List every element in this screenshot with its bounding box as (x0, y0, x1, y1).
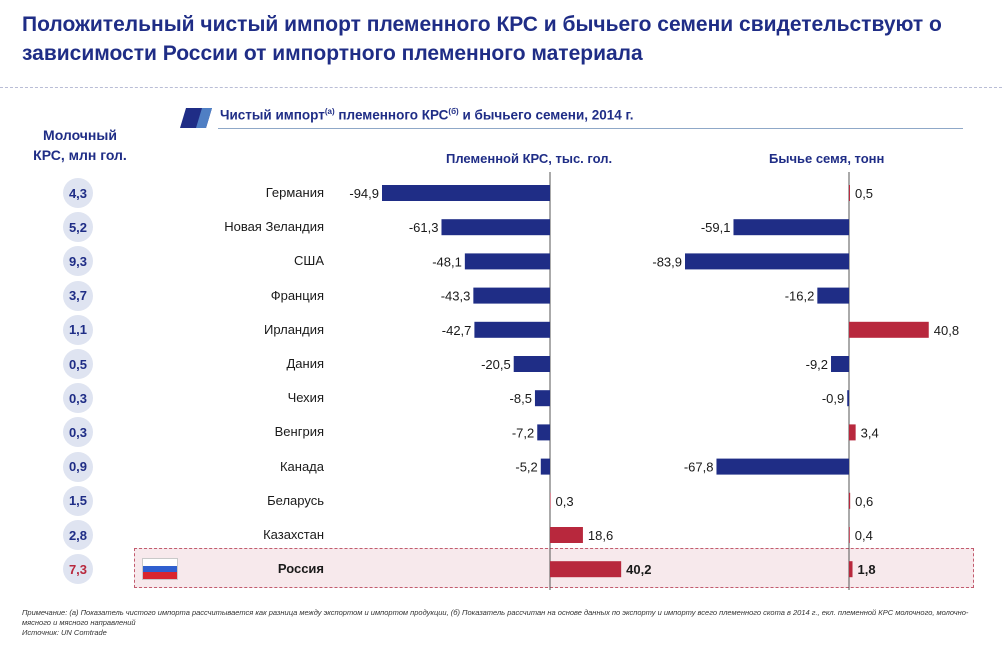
data-label-series-1: 18,6 (588, 528, 613, 543)
bar-series-2 (849, 424, 856, 441)
title-divider (0, 87, 1002, 88)
country-label: Ирландия (263, 321, 324, 337)
bar-series-2 (849, 561, 853, 578)
data-label-series-1: -5,2 (515, 460, 537, 475)
bar-series-1 (550, 527, 583, 543)
bar-series-2 (849, 527, 850, 543)
russia-flag-icon (142, 558, 178, 580)
country-label: Новая Зеландия (224, 219, 324, 235)
bar-series-2 (849, 185, 850, 201)
bar-series-1 (382, 185, 550, 201)
data-label-series-1: -7,2 (512, 425, 534, 440)
series-1-header: Племенной КРС, тыс. гол. (446, 151, 613, 166)
bar-series-1 (537, 424, 550, 441)
dairy-cattle-value: 0,3 (63, 383, 93, 414)
data-label-series-2: 3,4 (861, 425, 879, 440)
dairy-cattle-value: 1,1 (63, 314, 93, 345)
bar-series-1 (550, 561, 622, 578)
page-title: Положительный чистый импорт племенного К… (22, 13, 942, 65)
data-label-series-2: -59,1 (701, 220, 731, 235)
bar-series-2 (733, 219, 849, 236)
country-label: Франция (270, 287, 324, 303)
dairy-cattle-value: 0,3 (63, 417, 93, 448)
dairy-cattle-value: 7,3 (63, 554, 93, 585)
bar-series-1 (534, 390, 550, 407)
subtitle-divider (218, 128, 963, 129)
country-label: Чехия (287, 390, 324, 406)
country-label: Россия (277, 561, 324, 577)
country-label: Беларусь (267, 492, 324, 508)
subtitle-marker-icon (180, 108, 212, 128)
country-label: Канада (279, 458, 324, 474)
bar-series-2 (685, 253, 849, 270)
data-label-series-2: -16,2 (785, 289, 815, 304)
bar-series-1 (513, 356, 550, 372)
bar-series-2 (716, 458, 849, 475)
data-label-series-2: -9,2 (806, 357, 828, 372)
country-label: США (294, 253, 324, 269)
data-label-series-1: 40,2 (626, 562, 651, 577)
country-label: Германия (265, 185, 324, 200)
data-label-series-1: -42,7 (442, 323, 472, 338)
data-label-series-2: 0,6 (855, 494, 873, 509)
bar-series-1 (441, 219, 550, 236)
bar-series-2 (849, 321, 929, 338)
data-label-series-2: -0,9 (822, 391, 844, 406)
data-label-series-2: -67,8 (684, 460, 714, 475)
data-label-series-2: 0,4 (855, 528, 873, 543)
data-label-series-2: 1,8 (858, 562, 876, 577)
country-label: Венгрия (274, 424, 324, 440)
bar-series-1 (464, 253, 550, 270)
bar-series-2 (831, 356, 849, 372)
bar-series-2 (849, 492, 851, 509)
country-label: Казахстан (263, 527, 324, 542)
data-label-series-1: -43,3 (441, 289, 471, 304)
footnote: Примечание: (а) Показатель чистого импор… (22, 608, 969, 637)
dairy-cattle-header: Молочный КРС, млн гол. (33, 127, 127, 163)
dairy-cattle-value: 0,9 (63, 451, 93, 482)
dairy-cattle-value: 4,3 (63, 178, 93, 208)
dairy-cattle-value: 1,5 (63, 485, 93, 516)
bar-series-1 (540, 458, 550, 475)
country-label: Дания (286, 356, 324, 371)
series-2-header: Бычье семя, тонн (769, 151, 885, 166)
dairy-cattle-value: 5,2 (63, 212, 93, 243)
data-label-series-2: -83,9 (652, 254, 682, 269)
bar-series-1 (473, 287, 550, 304)
data-label-series-1: -61,3 (409, 220, 439, 235)
bar-series-1 (474, 321, 550, 338)
data-label-series-2: 0,5 (855, 186, 873, 201)
data-label-series-1: 0,3 (556, 494, 574, 509)
chart-subtitle: Чистый импорт(а) племенного КРС(б) и быч… (220, 107, 634, 123)
data-label-series-1: -8,5 (510, 391, 532, 406)
bar-series-2 (817, 287, 849, 304)
data-label-series-1: -20,5 (481, 357, 511, 372)
bar-series-2 (847, 390, 849, 407)
data-label-series-1: -48,1 (432, 254, 462, 269)
dairy-cattle-value: 2,8 (63, 520, 93, 550)
dairy-cattle-value: 0,5 (63, 349, 93, 379)
data-label-series-1: -94,9 (349, 186, 379, 201)
bar-series-1 (550, 492, 551, 509)
dairy-cattle-value: 9,3 (63, 246, 93, 277)
data-label-series-2: 40,8 (934, 323, 959, 338)
dairy-cattle-value: 3,7 (63, 280, 93, 311)
